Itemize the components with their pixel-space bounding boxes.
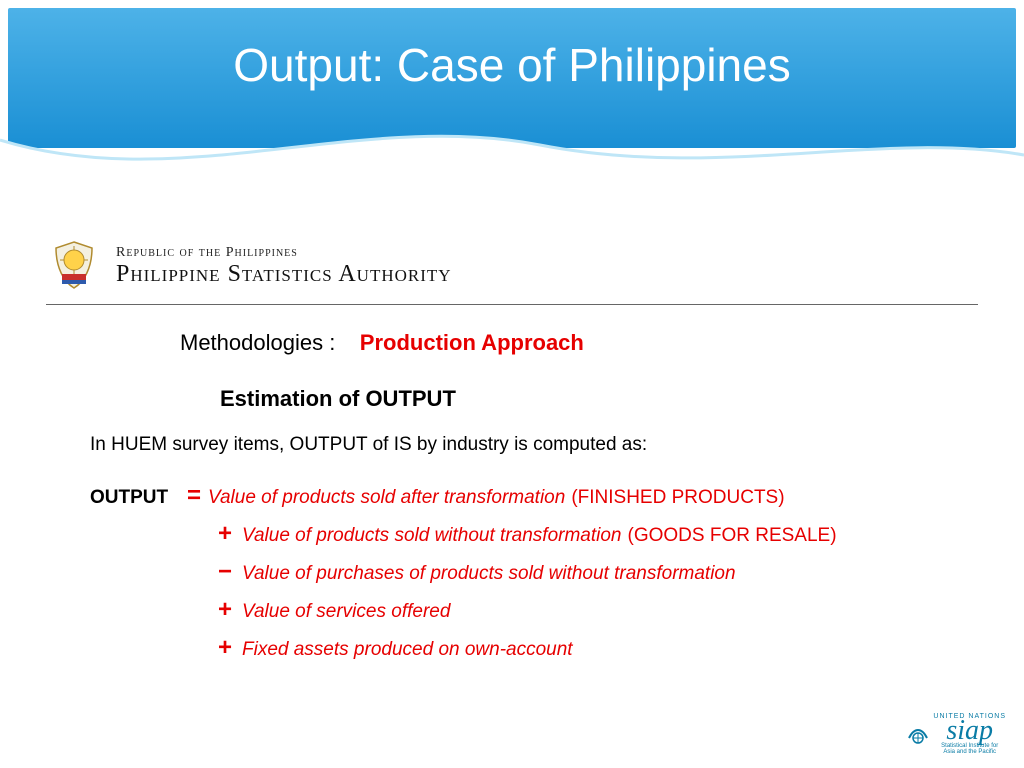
methodologies-line: Methodologies : Production Approach (180, 330, 964, 356)
slide-title: Output: Case of Philippines (0, 38, 1024, 92)
survey-description: In HUEM survey items, OUTPUT of IS by in… (90, 434, 964, 456)
formula-row: + Value of products sold without transfo… (208, 520, 964, 548)
org-superscript: Republic of the Philippines (116, 245, 452, 261)
siap-globe-icon (907, 724, 929, 746)
header-banner: Output: Case of Philippines (0, 0, 1024, 200)
formula-label: OUTPUT (90, 487, 180, 509)
siap-sub-text-1: Statistical Institute for (933, 743, 1006, 750)
formula-note: (FINISHED PRODUCTS) (571, 487, 784, 509)
formula-row: + Value of services offered (208, 596, 964, 624)
formula-operator: + (208, 596, 242, 624)
methodologies-value: Production Approach (360, 330, 584, 355)
formula-note: (GOODS FOR RESALE) (628, 525, 837, 547)
formula-row: − Value of purchases of products sold wi… (208, 558, 964, 586)
org-name: Philippine Statistics Authority (116, 261, 452, 288)
content-area: Methodologies : Production Approach Esti… (90, 330, 964, 672)
formula-term: Value of purchases of products sold with… (242, 563, 736, 585)
formula-row: OUTPUT = Value of products sold after tr… (90, 482, 964, 510)
formula-operator: + (208, 520, 242, 548)
output-formula: OUTPUT = Value of products sold after tr… (90, 482, 964, 662)
psa-logo-icon (46, 238, 102, 294)
siap-main-text: siap (933, 720, 1006, 742)
formula-row: + Fixed assets produced on own-account (208, 634, 964, 662)
formula-operator: − (208, 558, 242, 586)
formula-operator: + (208, 634, 242, 662)
formula-term: Value of services offered (242, 601, 450, 623)
formula-operator: = (180, 482, 208, 510)
org-divider (46, 304, 978, 305)
siap-logo: UNITED NATIONS siap Statistical Institut… (907, 713, 1006, 756)
formula-term: Fixed assets produced on own-account (242, 639, 573, 661)
siap-sub-text-2: Asia and the Pacific (933, 749, 1006, 756)
formula-term: Value of products sold without transform… (242, 525, 622, 547)
methodologies-label: Methodologies : (180, 330, 335, 355)
org-header: Republic of the Philippines Philippine S… (46, 238, 978, 305)
formula-term: Value of products sold after transformat… (208, 487, 565, 509)
estimation-heading: Estimation of OUTPUT (220, 386, 964, 412)
